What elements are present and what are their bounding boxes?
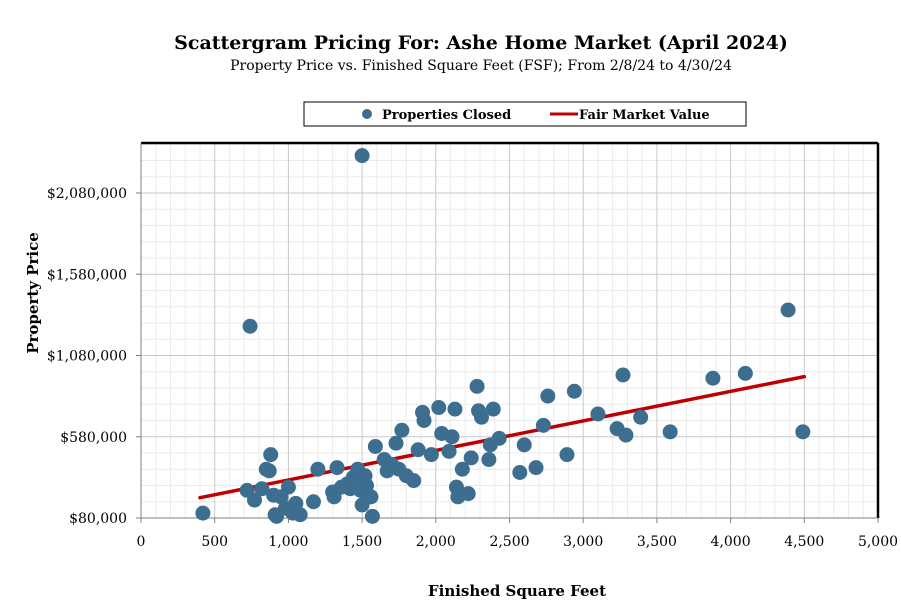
data-point: [491, 430, 507, 446]
data-point: [540, 388, 556, 404]
data-point: [705, 370, 721, 386]
x-tick-label: 4,500: [784, 534, 824, 550]
legend-label-fair-market-value: Fair Market Value: [579, 108, 710, 123]
x-tick-label: 2,000: [416, 534, 456, 550]
data-point: [463, 450, 479, 466]
data-point: [242, 318, 258, 334]
x-tick-label: 1,500: [342, 534, 382, 550]
legend: Properties Closed Fair Market Value: [303, 101, 747, 127]
data-point: [359, 478, 375, 493]
data-point: [512, 465, 528, 480]
data-point: [618, 427, 634, 443]
data-point: [559, 447, 575, 463]
properties-closed-points: [195, 148, 811, 524]
y-tick-label: $1,080,000: [47, 349, 127, 365]
x-tick-label: 2,500: [489, 534, 529, 550]
data-point: [367, 439, 383, 454]
y-axis-title: Property Price: [24, 232, 42, 354]
legend-marker-properties-closed: [362, 109, 372, 119]
data-point: [737, 365, 753, 381]
y-tick-label: $1,580,000: [47, 267, 127, 283]
data-point: [566, 383, 582, 399]
data-point: [305, 494, 321, 510]
data-point: [590, 406, 606, 422]
data-point: [246, 492, 262, 508]
data-point: [460, 486, 476, 502]
chart-title: Scattergram Pricing For: Ashe Home Marke…: [174, 32, 788, 54]
data-point: [280, 479, 296, 495]
data-point: [254, 481, 270, 497]
y-tick-label: $80,000: [69, 511, 127, 527]
x-tick-label: 5,000: [858, 534, 898, 550]
y-tick-label: $2,080,000: [47, 186, 127, 202]
data-point: [394, 422, 410, 438]
x-tick-label: 0: [137, 534, 146, 550]
y-tick-label: $580,000: [60, 430, 127, 446]
data-point: [354, 148, 370, 164]
x-tick-label: 1,000: [268, 534, 308, 550]
data-point: [662, 424, 678, 440]
data-point: [363, 489, 379, 505]
data-point: [481, 452, 497, 467]
data-point: [292, 507, 308, 523]
data-point: [263, 447, 279, 463]
x-tick-label: 500: [201, 534, 228, 550]
data-point: [388, 435, 404, 451]
data-point: [444, 429, 460, 445]
data-point: [485, 401, 501, 417]
x-tick-label: 3,500: [637, 534, 677, 550]
data-point: [454, 461, 470, 477]
legend-label-properties-closed: Properties Closed: [382, 108, 511, 123]
data-point: [364, 508, 380, 524]
data-point: [535, 417, 551, 433]
data-point: [329, 460, 345, 476]
chart-subtitle: Property Price vs. Finished Square Feet …: [230, 58, 732, 74]
data-point: [423, 447, 439, 463]
data-point: [447, 401, 463, 417]
legend-box: [303, 101, 747, 127]
axes: 0 500 1,000 1,500 2,000 2,500 3,000 3,500 4,000 4…: [47, 141, 898, 550]
data-point: [516, 437, 532, 453]
data-point: [441, 443, 457, 459]
data-point: [780, 302, 796, 318]
data-point: [795, 424, 811, 440]
x-tick-label: 4,000: [711, 534, 751, 550]
x-axis-title: Finished Square Feet: [428, 582, 606, 600]
data-point: [469, 378, 485, 394]
data-point: [416, 413, 432, 428]
data-point: [261, 463, 277, 479]
x-tick-label: 3,000: [563, 534, 603, 550]
data-point: [410, 442, 426, 458]
data-point: [406, 473, 422, 489]
data-point: [195, 505, 211, 521]
data-point: [633, 409, 649, 425]
data-point: [288, 495, 304, 511]
data-point: [528, 460, 544, 476]
data-point: [615, 367, 631, 383]
data-point: [473, 409, 489, 425]
data-point: [310, 461, 326, 477]
data-point: [431, 400, 447, 415]
